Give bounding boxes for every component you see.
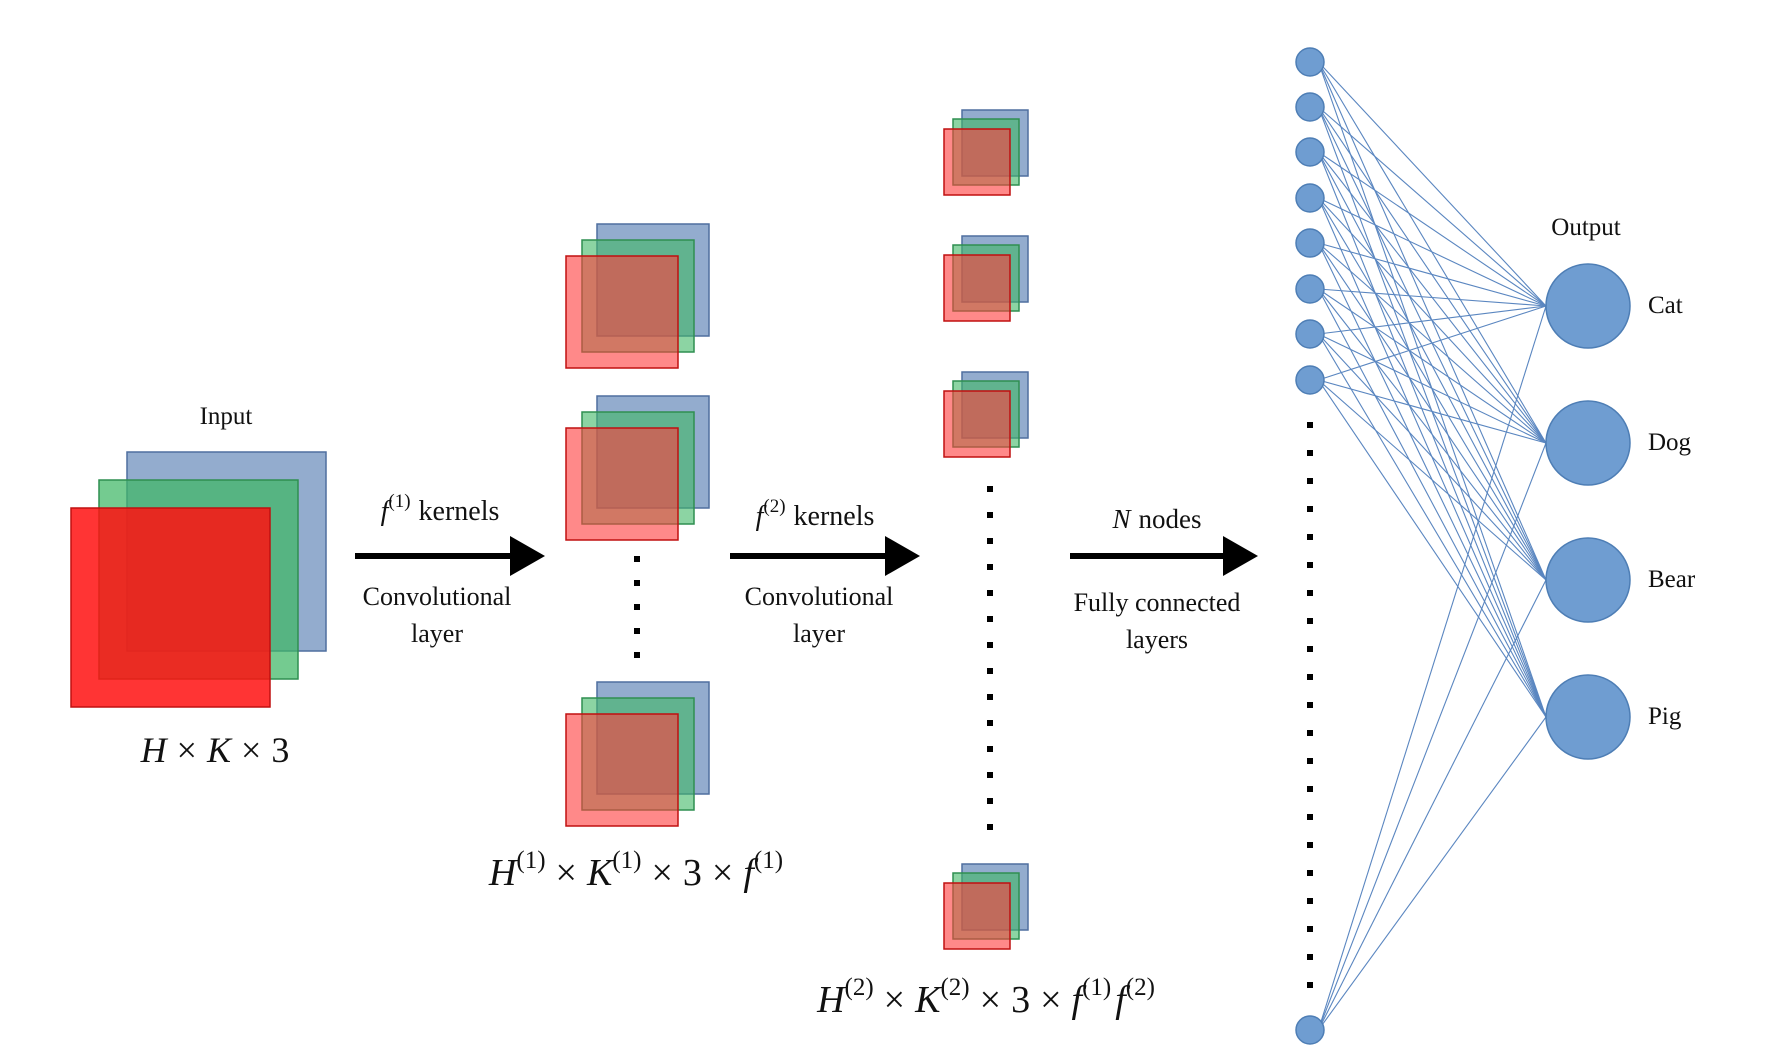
hidden-node (1295, 47, 1325, 77)
fc-edge (1317, 288, 1547, 718)
layer2-stack-3 (943, 371, 1029, 458)
fc-edge (1317, 716, 1547, 1031)
arrow1-caption-line1: Convolutional (363, 582, 512, 611)
arrow3-caption-line2: layers (1126, 625, 1188, 654)
output-label-pig: Pig (1648, 703, 1682, 730)
arrow1-kernels-label: f(1) kernels (381, 491, 500, 527)
layer1-stack-2 (565, 395, 710, 541)
fc-edge (1318, 106, 1547, 307)
hidden-node (1295, 228, 1325, 258)
layer1-stack-3 (565, 681, 710, 827)
fc-edge (1318, 288, 1547, 307)
layer1-stack-1 (565, 223, 710, 369)
output-nodes (1545, 263, 1631, 760)
output-node-cat (1545, 263, 1631, 349)
fc-edge (1317, 333, 1547, 581)
fc-edge (1318, 305, 1547, 335)
fc-edge (1317, 61, 1547, 307)
hidden-node (1295, 365, 1325, 395)
arrow2-caption-line2: layer (793, 619, 845, 648)
layer2-dimensions: H(2) × K(2) × 3 × f(1) f(2) (816, 974, 1155, 1021)
fc-edge (1317, 305, 1547, 1031)
fc-edge (1318, 288, 1547, 444)
hidden-node (1295, 319, 1325, 349)
fc-edge (1318, 333, 1547, 444)
fc-edge (1318, 151, 1547, 307)
layer1-ellipsis (634, 556, 640, 658)
hidden-ellipsis (1307, 422, 1313, 988)
output-label-dog: Dog (1648, 429, 1692, 456)
arrow3-caption-line1: Fully connected (1074, 588, 1241, 617)
input-title: Input (200, 403, 253, 430)
fc-edges (1317, 61, 1547, 1031)
hidden-node (1295, 183, 1325, 213)
fc-edge (1317, 442, 1547, 1031)
layer2-stack-2 (943, 235, 1029, 322)
fc-edge (1317, 379, 1547, 718)
input-red-channel (70, 507, 271, 708)
output-label-cat: Cat (1648, 292, 1683, 319)
layer2-stack-4 (943, 863, 1029, 950)
arrow2-caption-line1: Convolutional (745, 582, 894, 611)
arrow-conv2 (730, 536, 920, 576)
hidden-node (1295, 1015, 1325, 1045)
fc-edge (1317, 579, 1547, 1031)
arrow-fully-connected (1070, 536, 1258, 576)
input-dimensions: H × K × 3 (140, 730, 290, 770)
output-node-pig (1545, 674, 1631, 760)
hidden-node (1295, 274, 1325, 304)
output-label-bear: Bear (1648, 566, 1696, 593)
layer2-ellipsis (987, 486, 993, 830)
hidden-node (1295, 137, 1325, 167)
layer2-stacks (943, 109, 1029, 950)
arrow2-kernels-label: f(2) kernels (756, 496, 875, 532)
fc-edge (1318, 242, 1547, 307)
hidden-node (1295, 92, 1325, 122)
layer2-stack-1 (943, 109, 1029, 196)
fc-edge (1318, 197, 1547, 307)
fc-edge (1318, 379, 1547, 581)
fc-edge (1318, 379, 1547, 444)
fc-edge (1318, 305, 1547, 381)
output-node-bear (1545, 537, 1631, 623)
hidden-nodes (1295, 47, 1325, 1045)
output-node-dog (1545, 400, 1631, 486)
input-image-stack (70, 451, 327, 708)
output-title: Output (1551, 214, 1621, 241)
arrow-conv1 (355, 536, 545, 576)
fc-edge (1317, 333, 1547, 718)
arrow1-caption-line2: layer (411, 619, 463, 648)
layer1-stacks (565, 223, 710, 827)
layer1-dimensions: H(1) × K(1) × 3 × f(1) (488, 847, 783, 894)
fc-edge (1317, 288, 1547, 581)
